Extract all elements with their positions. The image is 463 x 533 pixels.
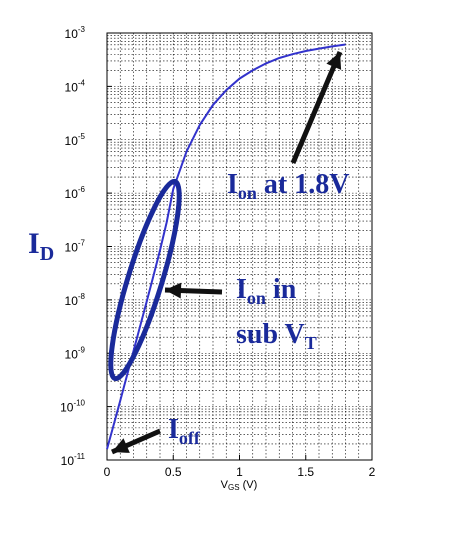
axis-ticks: 0 0.5 1 1.5 210-1110-1010-910-810-710-610-51… (60, 25, 376, 479)
x-tick-label: 2 (369, 465, 376, 479)
y-tick-exponent: -9 (78, 345, 86, 354)
ion-label-rest: at 1.8V (257, 169, 350, 200)
x-tick-label: 1 (236, 465, 243, 479)
x-tick-label: 0 (104, 465, 111, 479)
y-axis-label: ID (28, 227, 54, 265)
ioff-label-main: I (168, 414, 179, 445)
x-axis-label-sub: GS (228, 483, 240, 492)
ion-sub-label: Ion in (236, 274, 297, 308)
y-tick-base: 10 (65, 27, 79, 41)
y-tick-base: 10 (60, 401, 74, 415)
y-tick-exponent: -5 (78, 132, 86, 141)
ion-sub-label-line2: sub VT (236, 319, 317, 353)
y-tick-base: 10 (65, 134, 79, 148)
y-axis-label-sub: D (40, 243, 54, 265)
y-tick-label: 10-11 (61, 452, 86, 468)
y-tick-base: 10 (65, 187, 79, 201)
y-tick-label: 10-4 (65, 78, 86, 94)
y-tick-label: 10-5 (65, 132, 86, 148)
y-tick-exponent: -3 (78, 25, 86, 34)
y-tick-exponent: -6 (78, 185, 86, 194)
ion-label: Ion at 1.8V (227, 169, 349, 203)
arrow-ion-shaft (290, 51, 343, 164)
arrow-ioff-head (112, 438, 130, 453)
x-axis-label-unit: (V) (240, 479, 258, 491)
y-axis-label-main: I (28, 227, 40, 260)
y-tick-base: 10 (65, 294, 79, 308)
arrow-ion-head (326, 52, 342, 70)
x-axis-label-main: V (221, 479, 229, 491)
ioff-label: Ioff (168, 414, 201, 448)
y-tick-label: 10-8 (65, 292, 86, 308)
ion-sub-label-line2-sub: T (305, 333, 317, 353)
y-tick-base: 10 (65, 80, 79, 94)
y-tick-exponent: -10 (73, 399, 85, 408)
y-tick-base: 10 (61, 454, 75, 468)
x-axis-label: VGS (V) (221, 479, 258, 492)
ion-sub-label-line2-main: sub V (236, 319, 305, 350)
y-tick-exponent: -11 (74, 452, 86, 461)
y-tick-base: 10 (65, 347, 79, 361)
ion-sub-label-main: I (236, 274, 247, 305)
y-tick-exponent: -7 (78, 239, 86, 248)
ion-sub-label-rest: in (266, 274, 297, 305)
y-tick-label: 10-7 (65, 239, 86, 255)
y-tick-exponent: -4 (78, 78, 86, 87)
x-tick-label: 0.5 (165, 465, 182, 479)
y-tick-exponent: -8 (78, 292, 86, 301)
subthreshold-ellipse (108, 178, 182, 382)
y-tick-label: 10-10 (60, 399, 85, 415)
x-tick-label: 1.5 (297, 465, 314, 479)
y-tick-label: 10-3 (65, 25, 86, 41)
arrow-ion-sub-head (165, 282, 182, 299)
y-tick-base: 10 (65, 241, 79, 255)
y-tick-label: 10-6 (65, 185, 86, 201)
ion-label-sub: on (238, 183, 257, 203)
ioff-label-sub: off (179, 428, 201, 448)
ion-label-main: I (227, 169, 238, 200)
ion-sub-label-sub: on (247, 288, 266, 308)
y-tick-label: 10-9 (65, 345, 86, 361)
